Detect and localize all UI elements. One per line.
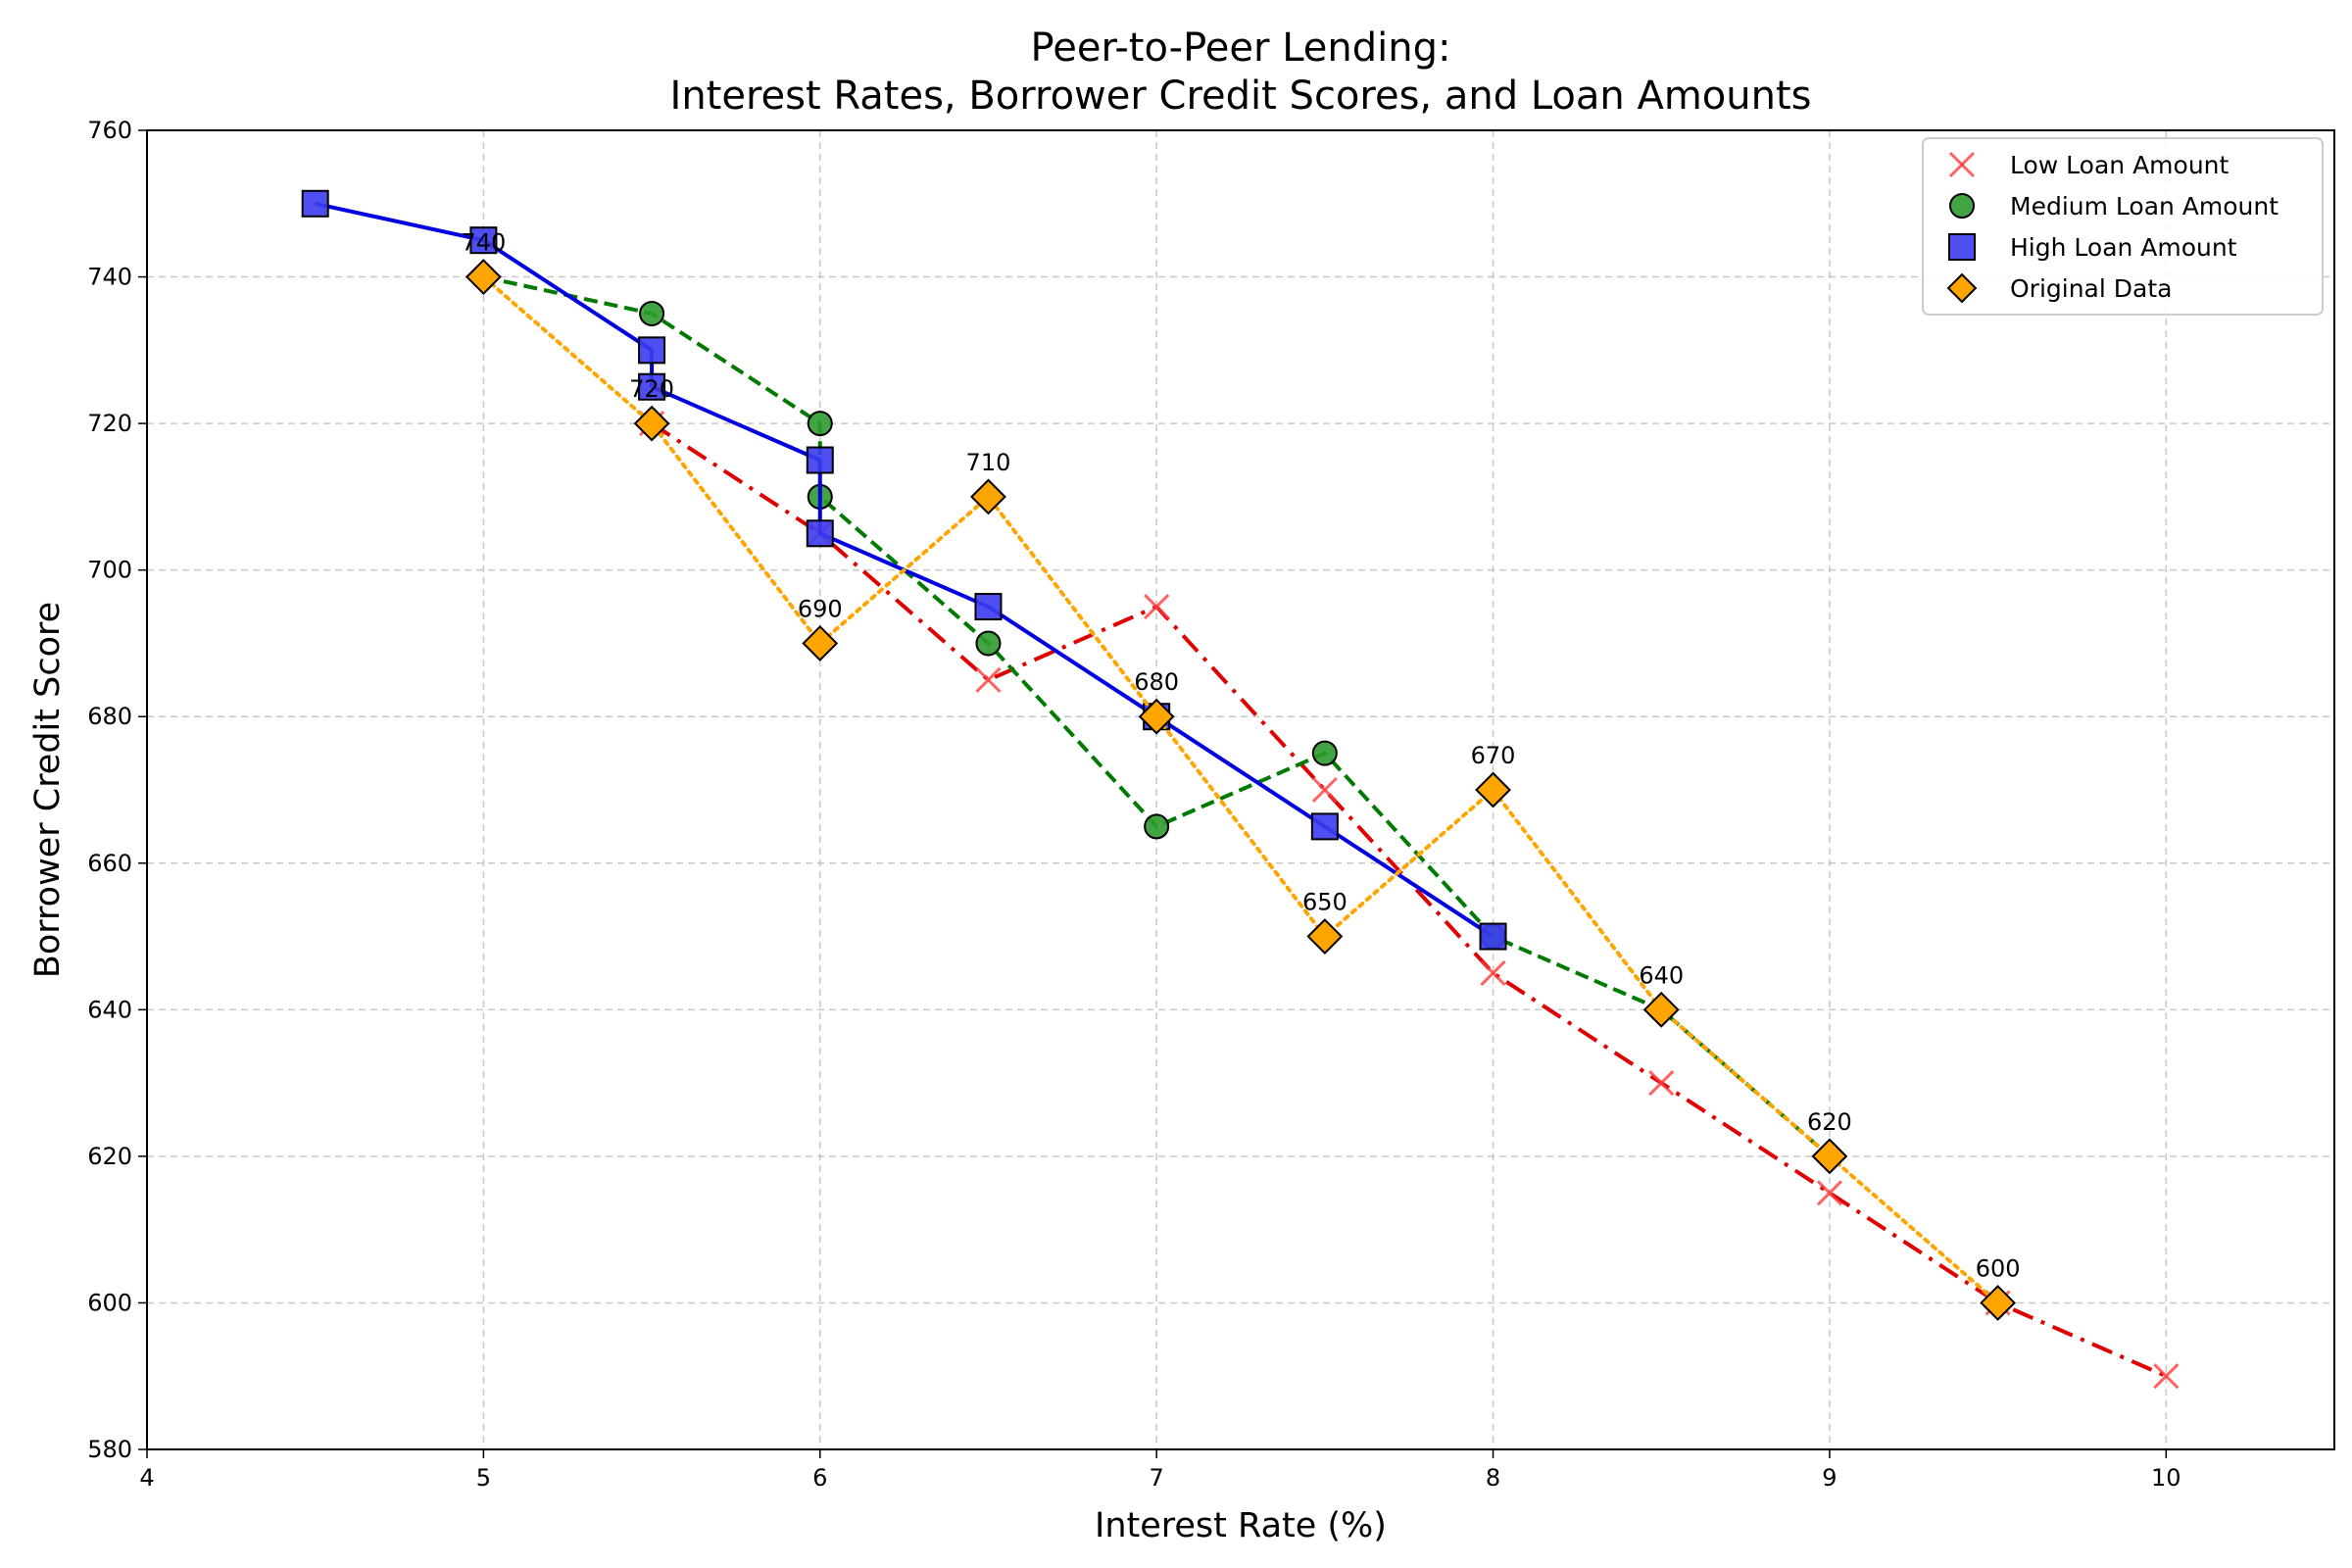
data-label: 670	[1471, 742, 1516, 769]
x-tick-label: 10	[2151, 1464, 2181, 1492]
point-medium-loan-amount	[639, 300, 665, 326]
y-tick-label: 660	[87, 850, 132, 877]
point-medium-loan-amount	[807, 411, 833, 437]
legend-entry-high-loan-amount: High Loan Amount	[1948, 233, 2237, 262]
plot-frame	[146, 129, 2335, 1450]
point-high-loan-amount	[469, 226, 498, 255]
x-axis-label: Interest Rate (%)	[1095, 1506, 1387, 1545]
x-tick-label: 6	[812, 1464, 827, 1492]
chart-title-line-2: Interest Rates, Borrower Credit Scores, …	[670, 74, 1812, 119]
y-tick-label: 640	[87, 996, 132, 1023]
point-high-loan-amount	[974, 593, 1003, 621]
series-original-data	[465, 259, 2017, 1321]
series-line-high-loan-amount	[315, 201, 1494, 939]
y-axis-label: Borrower Credit Score	[28, 602, 68, 978]
legend-label: Medium Loan Amount	[2010, 192, 2278, 220]
legend-marker	[1948, 233, 1976, 261]
legend-label: Original Data	[2010, 274, 2172, 303]
legend-label: Low Loan Amount	[2010, 151, 2230, 179]
tick-group: 4 5 6 7 8 9 10 580 600 620 640 660 680 700 720 740 760	[87, 117, 2180, 1492]
y-tick-label: 760	[87, 117, 132, 144]
legend-marker	[1949, 193, 1975, 219]
legend-label: High Loan Amount	[2010, 233, 2237, 262]
point-medium-loan-amount	[1311, 740, 1338, 766]
legend-marker	[1946, 272, 1978, 304]
x-tick-label: 8	[1486, 1464, 1500, 1492]
legend-items: Low Loan Amount Medium Loan Amount High Lo…	[1946, 151, 2278, 304]
point-original-data	[1475, 771, 1511, 808]
point-original-data	[970, 478, 1006, 515]
series-line-original-data	[481, 274, 2000, 1305]
point-original-data	[1980, 1285, 2017, 1321]
y-tick-label: 720	[87, 410, 132, 437]
point-high-loan-amount	[638, 336, 666, 365]
point-original-data	[802, 625, 839, 662]
legend-entry-medium-loan-amount: Medium Loan Amount	[1949, 192, 2278, 220]
data-label: 740	[461, 229, 506, 257]
point-original-data	[1642, 991, 1680, 1028]
point-low-loan-amount	[1816, 1180, 1842, 1206]
point-low-loan-amount	[1648, 1070, 1675, 1097]
point-original-data	[1811, 1138, 1848, 1175]
y-tick-label: 700	[87, 557, 132, 584]
legend-entry-low-loan-amount: Low Loan Amount	[1948, 151, 2230, 179]
point-original-data	[1306, 918, 1344, 955]
series-group	[301, 189, 2180, 1390]
point-high-loan-amount	[1310, 812, 1339, 841]
data-label: 720	[629, 375, 674, 403]
point-high-loan-amount	[806, 446, 834, 474]
data-label: 650	[1302, 889, 1348, 916]
point-original-data	[465, 259, 502, 295]
y-tick-label: 580	[87, 1436, 132, 1463]
x-tick-label: 5	[476, 1464, 491, 1492]
y-tick-label: 740	[87, 264, 132, 291]
legend: Low Loan Amount Medium Loan Amount High Lo…	[1922, 137, 2324, 316]
legend-box	[1922, 137, 2324, 316]
point-medium-loan-amount	[1144, 813, 1170, 840]
y-tick-label: 680	[87, 703, 132, 730]
annotation-group: 740 720 690 710 680 650 670 640 620 600	[461, 229, 2020, 1283]
y-tick-label: 620	[87, 1143, 132, 1170]
point-high-loan-amount	[301, 189, 329, 218]
point-high-loan-amount	[806, 519, 834, 548]
point-high-loan-amount	[1479, 922, 1507, 951]
x-tick-label: 9	[1822, 1464, 1837, 1492]
point-original-data	[1138, 698, 1175, 735]
series-line-medium-loan-amount	[482, 274, 1832, 1158]
data-label: 620	[1807, 1108, 1852, 1136]
data-label: 690	[798, 595, 843, 622]
x-tick-label: 4	[139, 1464, 154, 1492]
chart-title-line-1: Peer-to-Peer Lending:	[1031, 25, 1451, 71]
data-label: 600	[1976, 1254, 2021, 1282]
x-tick-label: 7	[1150, 1464, 1164, 1492]
point-low-loan-amount	[1144, 593, 1170, 620]
data-label: 640	[1639, 961, 1684, 989]
legend-entry-original-data: Original Data	[1946, 272, 2172, 304]
point-low-loan-amount	[1480, 959, 1506, 987]
point-low-loan-amount	[1311, 776, 1338, 804]
point-original-data	[633, 405, 670, 442]
data-label: 710	[966, 449, 1011, 476]
legend-marker	[1948, 151, 1976, 178]
y-tick-label: 600	[87, 1289, 132, 1316]
point-high-loan-amount	[638, 372, 666, 401]
point-low-loan-amount	[2153, 1363, 2180, 1390]
point-medium-loan-amount	[975, 630, 1002, 657]
data-label: 680	[1134, 668, 1179, 696]
point-low-loan-amount	[975, 666, 1002, 693]
